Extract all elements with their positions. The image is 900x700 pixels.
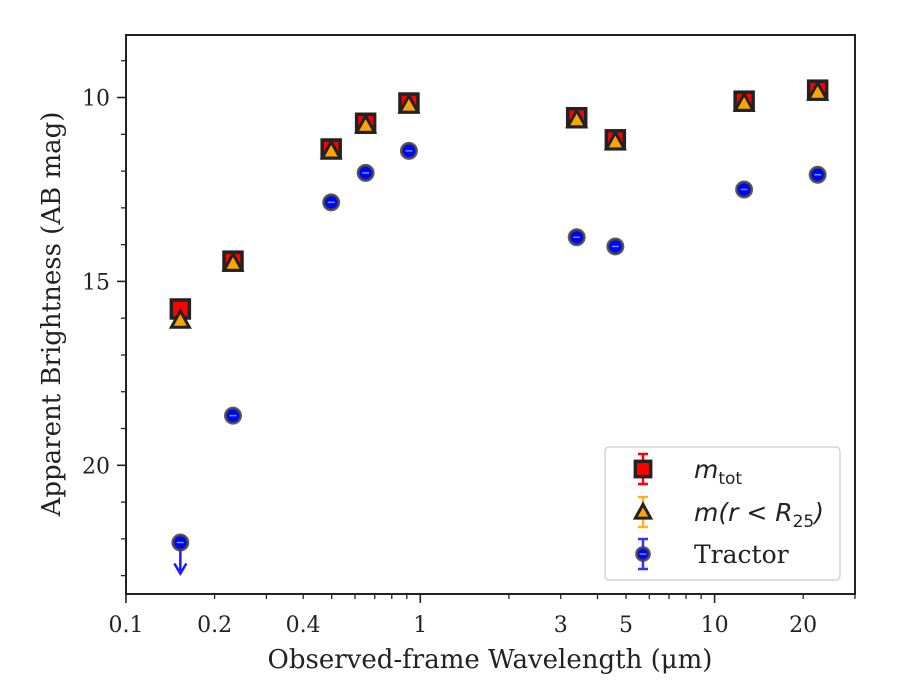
x-tick-label: 0.2 (197, 613, 232, 638)
x-axis: 0.1 0.2 0.4 1 3 5 10 20 (109, 594, 856, 638)
x-tick-label: 5 (619, 613, 633, 638)
y-axis-title: Apparent Brightness (AB mag) (37, 112, 67, 518)
mr25-point (168, 307, 192, 329)
mr25-point (354, 113, 378, 134)
x-tick-label: 0.1 (109, 613, 144, 638)
mr25-point (565, 107, 589, 129)
mr25-point (603, 129, 627, 151)
x-tick-label: 20 (789, 613, 817, 638)
mr25-point (319, 138, 343, 160)
legend: mtot m(r < R25) Tractor (604, 446, 841, 581)
y-tick-label: 10 (82, 87, 110, 112)
legend-label-tractor: Tractor (694, 540, 789, 569)
mr25-point (397, 92, 421, 114)
legend-label-mtot: mtot (694, 455, 742, 489)
legend-label-mr25: m(r < R25) (694, 498, 824, 532)
legend-triangle-marker (632, 501, 654, 520)
x-axis-title: Observed-frame Wavelength (μm) (268, 645, 713, 675)
mr25-point (221, 250, 245, 272)
mr25-point (732, 90, 756, 112)
mr25-point (806, 79, 830, 101)
y-tick-label: 15 (82, 270, 110, 295)
upper-limit-arrowhead (173, 562, 188, 576)
data-points (168, 79, 830, 576)
y-axis: 10 15 20 (82, 60, 126, 577)
x-tick-label: 3 (554, 613, 568, 638)
legend-frame (604, 446, 841, 581)
x-tick-label: 1 (413, 613, 427, 638)
x-tick-label: 10 (701, 613, 729, 638)
x-tick-label: 0.4 (286, 613, 321, 638)
y-tick-label: 20 (82, 454, 110, 479)
